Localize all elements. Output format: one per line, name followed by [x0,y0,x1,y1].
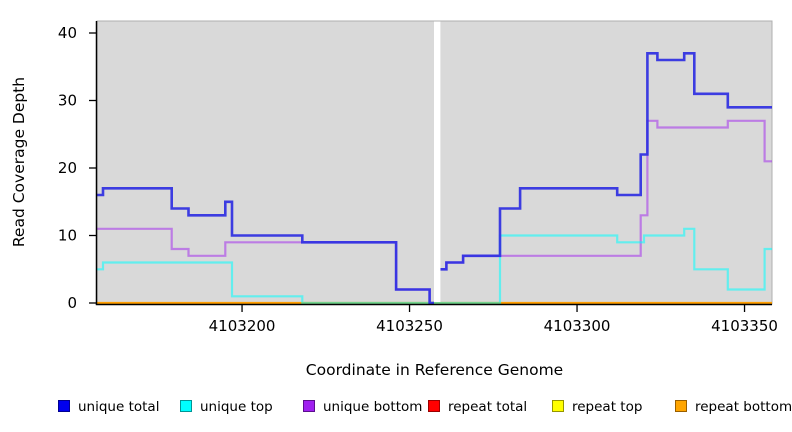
legend-item-unique-top: unique top [180,396,273,416]
y-tick-label: 10 [58,227,77,245]
y-tick-label: 0 [67,294,77,312]
x-tick-label: 4103200 [209,317,276,335]
y-tick-label: 40 [58,24,77,42]
legend-swatch-icon [58,399,70,412]
legend-item-label: repeat top [572,398,643,415]
legend-swatch-icon [180,399,192,412]
legend-item-label: repeat total [448,398,528,415]
legend-item-label: repeat bottom [695,398,792,415]
legend-swatch-icon [675,399,687,412]
x-axis-ticks: 4103200 4103250 4103300 4103350 [209,305,778,335]
legend-swatch-icon [428,399,440,412]
legend-item-label: unique bottom [323,398,423,415]
missing-data-band [434,21,441,302]
y-tick-label: 30 [58,92,77,110]
legend-item-label: unique total [78,398,160,415]
legend-item-unique-total: unique total [58,396,159,416]
legend: unique total unique top unique bottom repea… [0,396,792,418]
legend-item-label: unique top [200,398,273,415]
legend-item-unique-bottom: unique bottom [303,396,422,416]
x-tick-label: 4103350 [711,317,778,335]
y-axis-ticks: 0 10 20 30 40 [58,24,96,312]
series-unique-top [97,227,772,305]
x-tick-label: 4103250 [376,317,443,335]
series-unique-total [97,52,772,305]
legend-item-repeat-total: repeat total [428,396,527,416]
legend-item-repeat-top: repeat top [552,396,642,416]
x-axis-title: Coordinate in Reference Genome [305,361,564,379]
x-tick-label: 4103300 [544,317,611,335]
y-axis-title: Read Coverage Depth [10,76,28,248]
y-tick-label: 20 [58,159,77,177]
legend-swatch-icon [303,399,315,412]
legend-item-repeat-bottom: repeat bottom [675,396,792,416]
legend-swatch-icon [552,399,564,412]
